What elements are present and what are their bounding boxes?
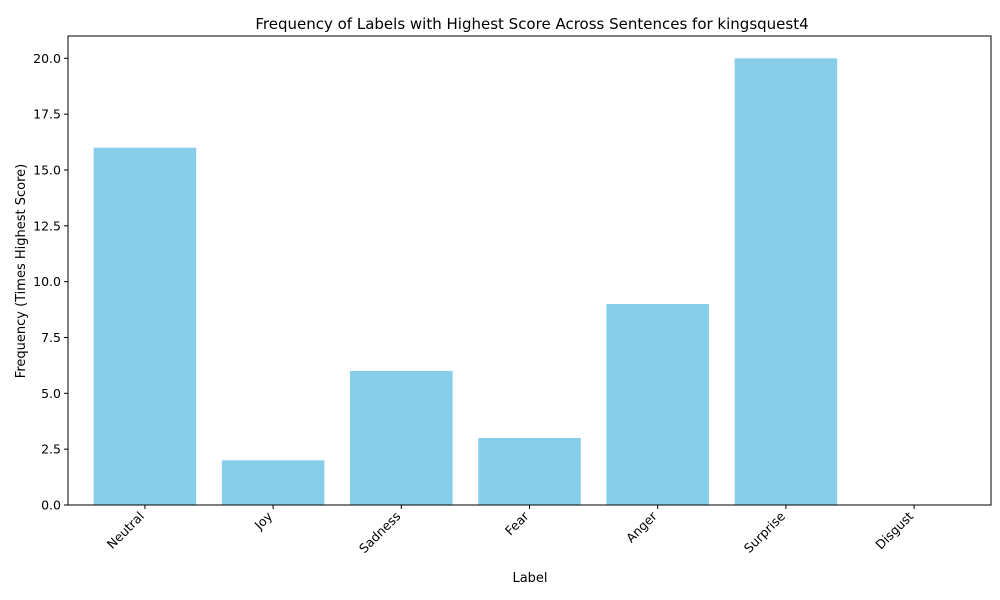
axes-frame [67,35,992,506]
y-tick-label: 7.5 [41,330,61,345]
y-tick-label: 2.5 [41,442,61,457]
y-tick-label: 10.0 [33,274,61,289]
x-axis-label: Label [512,571,547,586]
y-tick-label: 12.5 [33,218,61,233]
y-tick-label: 17.5 [33,107,61,122]
bar-surprise [734,58,838,505]
y-tick-label: 20.0 [33,51,61,66]
y-tick-label: 0.0 [41,498,61,513]
bar-fear [478,438,581,505]
bar-sadness [350,371,453,505]
bar-neutral [93,147,197,505]
y-tick-label: 15.0 [33,163,61,178]
chart-title: Frequency of Labels with Highest Score A… [255,15,808,33]
bar-anger [606,304,709,505]
y-tick-label: 5.0 [41,386,61,401]
bar-joy [221,460,325,505]
y-axis-label: Frequency (Times Highest Score) [14,164,29,378]
